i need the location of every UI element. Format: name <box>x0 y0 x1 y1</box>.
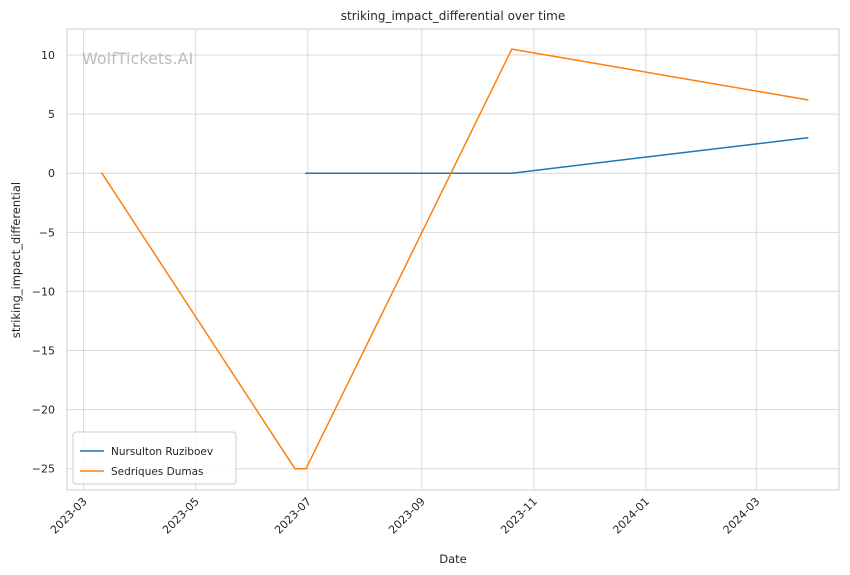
y-tick-label: 10 <box>41 49 55 62</box>
x-tick-label: 2023-05 <box>160 495 202 537</box>
series-line-sedriques-dumas <box>101 48 808 470</box>
data-point <box>511 48 513 50</box>
data-point <box>101 172 103 175</box>
y-tick-label: −20 <box>32 404 55 417</box>
legend-label-nursulton-ruziboev: Nursulton Ruziboev <box>111 446 213 458</box>
y-tick-label: −25 <box>32 463 55 476</box>
chart-title: striking_impact_differential over time <box>341 9 566 23</box>
data-point <box>806 99 809 101</box>
watermark-text: WolfTickets.AI <box>82 49 193 68</box>
x-tick-label: 2023-09 <box>386 495 428 537</box>
x-tick-label: 2023-07 <box>272 495 314 537</box>
legend-box <box>72 431 237 485</box>
series-line-nursulton-ruziboev <box>306 136 808 174</box>
legend-label-sedriques-dumas: Sedriques Dumas <box>111 466 204 478</box>
y-tick-label: 5 <box>48 108 55 121</box>
x-axis-title: Date <box>439 552 467 566</box>
y-tick-label: 0 <box>48 167 55 180</box>
y-tick-label: −10 <box>32 285 55 298</box>
plot-frame <box>66 28 840 491</box>
data-point <box>305 467 307 470</box>
series-lines <box>101 48 809 470</box>
y-tick-label: −15 <box>32 345 55 358</box>
data-point <box>294 467 296 470</box>
data-point <box>511 172 513 175</box>
grid <box>67 29 839 490</box>
data-point <box>305 172 307 175</box>
x-tick-label: 2024-01 <box>610 495 652 537</box>
y-tick-label: −5 <box>39 226 55 239</box>
y-axis-title: striking_impact_differential <box>9 182 23 338</box>
x-tick-label: 2024-03 <box>721 495 763 537</box>
legend: Nursulton Ruziboev Sedriques Dumas <box>72 431 237 485</box>
x-tick-label: 2023-11 <box>498 495 540 537</box>
data-point <box>806 136 809 139</box>
x-tick-label: 2023-03 <box>48 495 90 537</box>
